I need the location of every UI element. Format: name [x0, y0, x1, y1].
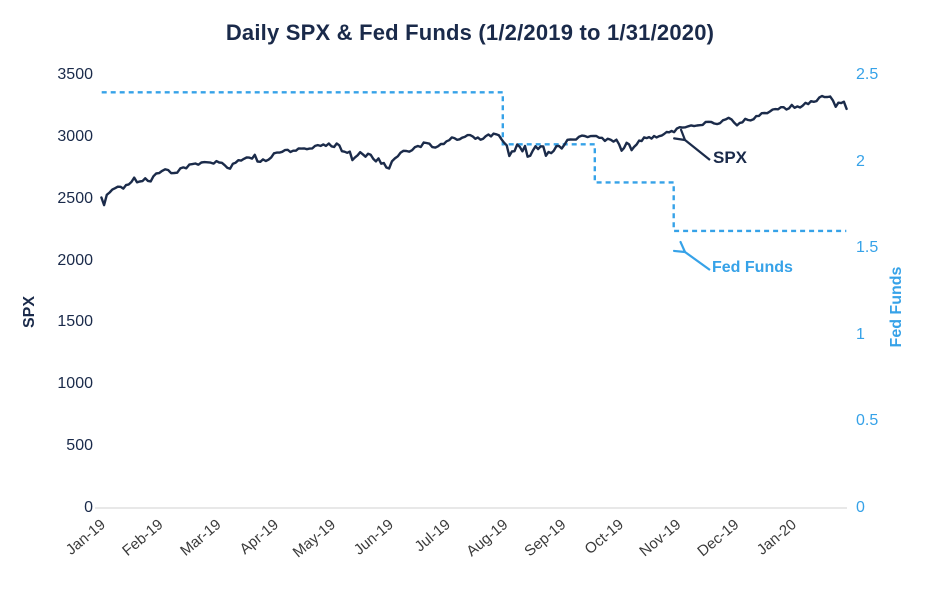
y-tick-left: 1500 [57, 313, 93, 331]
spx-annotation-label: SPX [713, 148, 748, 167]
y-tick-right: 1.5 [856, 239, 879, 257]
right-axis-title: Fed Funds [888, 266, 905, 348]
fed-annotation-label: Fed Funds [712, 259, 793, 276]
chart-title: Daily SPX & Fed Funds (1/2/2019 to 1/31/… [225, 20, 715, 45]
y-tick-left: 1000 [57, 375, 93, 393]
y-tick-left: 3000 [57, 127, 93, 145]
y-tick-left: 2500 [57, 189, 93, 207]
fed-annotation-arrow [672, 240, 711, 271]
fed-funds-line [101, 91, 847, 233]
left-axis-title: SPX [21, 296, 38, 329]
y-tick-left: 3500 [57, 66, 93, 83]
spx-line [100, 94, 848, 207]
y-tick-left: 0 [84, 499, 93, 516]
y-tick-right: 1 [856, 325, 865, 343]
y-tick-left: 500 [66, 437, 93, 455]
y-tick-left: 2000 [57, 251, 93, 269]
y-tick-right: 0 [856, 499, 865, 516]
spx-annotation-arrow [673, 128, 711, 161]
y-tick-right: 0.5 [856, 412, 879, 430]
y-tick-right: 2 [856, 152, 865, 170]
y-tick-right: 2.5 [856, 66, 879, 83]
